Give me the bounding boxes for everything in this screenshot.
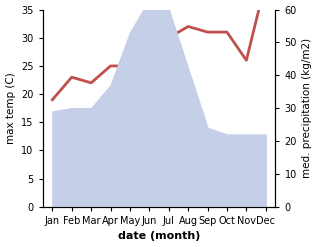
- X-axis label: date (month): date (month): [118, 231, 200, 242]
- Y-axis label: med. precipitation (kg/m2): med. precipitation (kg/m2): [302, 38, 313, 178]
- Y-axis label: max temp (C): max temp (C): [5, 72, 16, 144]
